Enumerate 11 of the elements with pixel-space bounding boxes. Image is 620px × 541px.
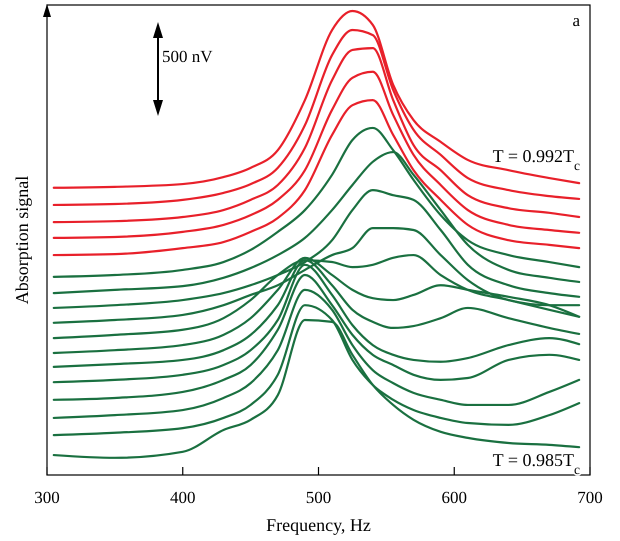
x-tick-label: 500 [306,488,332,507]
annotation: T = 0.992T$_{c}$ [492,146,580,172]
x-axis-title: Frequency, Hz [266,515,371,535]
annotation: T = 0.985T$_{c}$ [492,450,580,476]
x-tick-label: 600 [442,488,467,507]
annotation: 500 nV [162,47,214,66]
y-axis-title: Absorption signal [12,176,32,304]
x-tick-label: 700 [577,488,603,507]
x-tick-label: 300 [34,488,60,507]
annotation: a [572,11,580,30]
x-tick-label: 400 [170,488,196,507]
